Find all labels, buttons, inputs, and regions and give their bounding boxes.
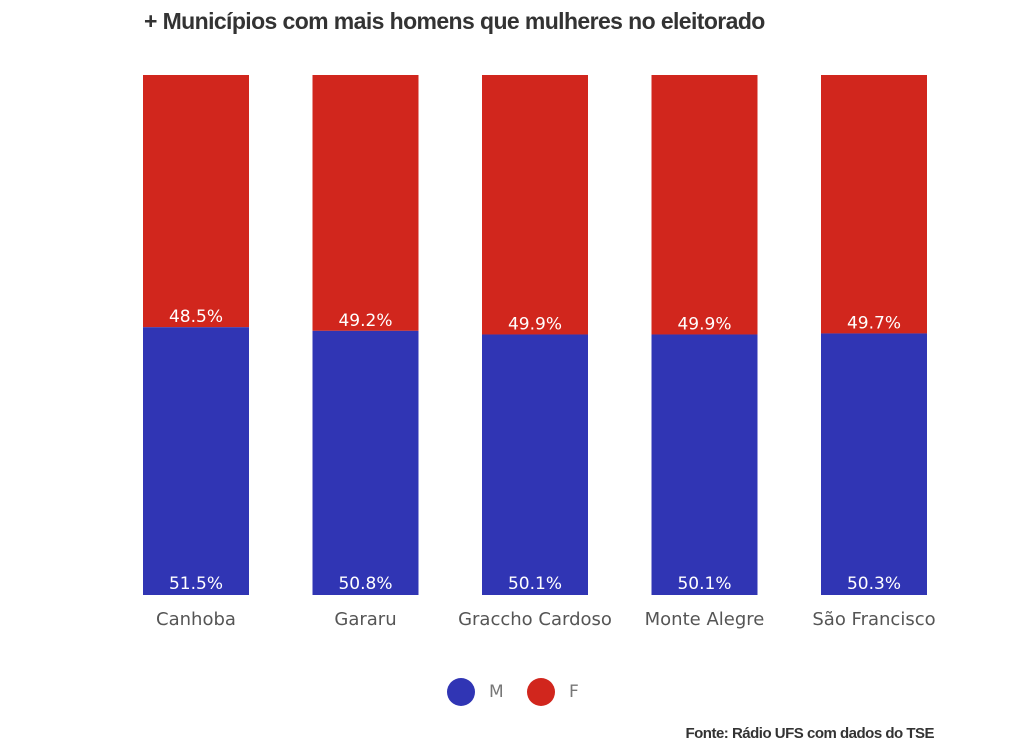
x-tick-label-2: Graccho Cardoso bbox=[458, 609, 612, 630]
bar-f-0[interactable] bbox=[143, 75, 249, 328]
x-tick-label-0: Canhoba bbox=[156, 609, 236, 630]
data-label-f-2: 49.9% bbox=[508, 314, 562, 334]
data-label-m-2: 50.1% bbox=[508, 574, 562, 594]
bar-f-3[interactable] bbox=[651, 75, 758, 335]
x-tick-label-1: Gararu bbox=[334, 609, 396, 630]
stacked-bar-chart: 48.5% 51.5% Canhoba 49.2% 50.8% Gararu 49.9% 50… bbox=[143, 75, 936, 630]
data-label-f-3: 49.9% bbox=[677, 314, 731, 334]
bar-f-1[interactable] bbox=[312, 75, 419, 331]
legend: M F bbox=[0, 672, 1024, 712]
bar-m-2[interactable] bbox=[482, 334, 588, 595]
data-label-f-1: 49.2% bbox=[338, 311, 392, 331]
x-tick-label-4: São Francisco bbox=[812, 609, 935, 630]
legend-label-f: F bbox=[569, 682, 579, 702]
legend-item-f[interactable]: F bbox=[527, 672, 579, 712]
data-label-f-0: 48.5% bbox=[169, 307, 223, 327]
legend-item-m[interactable]: M bbox=[447, 672, 504, 712]
data-label-m-4: 50.3% bbox=[847, 574, 901, 594]
data-label-f-4: 49.7% bbox=[847, 313, 901, 333]
bar-m-0[interactable] bbox=[143, 327, 249, 595]
source-note: Fonte: Rádio UFS com dados do TSE bbox=[685, 725, 934, 742]
bar-f-2[interactable] bbox=[482, 75, 588, 335]
legend-swatch-m bbox=[447, 678, 475, 706]
chart-title: + Municípios com mais homens que mulhere… bbox=[144, 8, 765, 34]
data-label-m-1: 50.8% bbox=[338, 574, 392, 594]
bar-m-4[interactable] bbox=[821, 333, 927, 595]
bar-m-1[interactable] bbox=[312, 330, 419, 595]
data-label-m-3: 50.1% bbox=[677, 574, 731, 594]
bar-m-3[interactable] bbox=[651, 334, 758, 595]
legend-swatch-f bbox=[527, 678, 555, 706]
data-label-m-0: 51.5% bbox=[169, 574, 223, 594]
x-tick-label-3: Monte Alegre bbox=[645, 609, 765, 630]
bar-f-4[interactable] bbox=[821, 75, 927, 334]
legend-label-m: M bbox=[489, 682, 504, 702]
